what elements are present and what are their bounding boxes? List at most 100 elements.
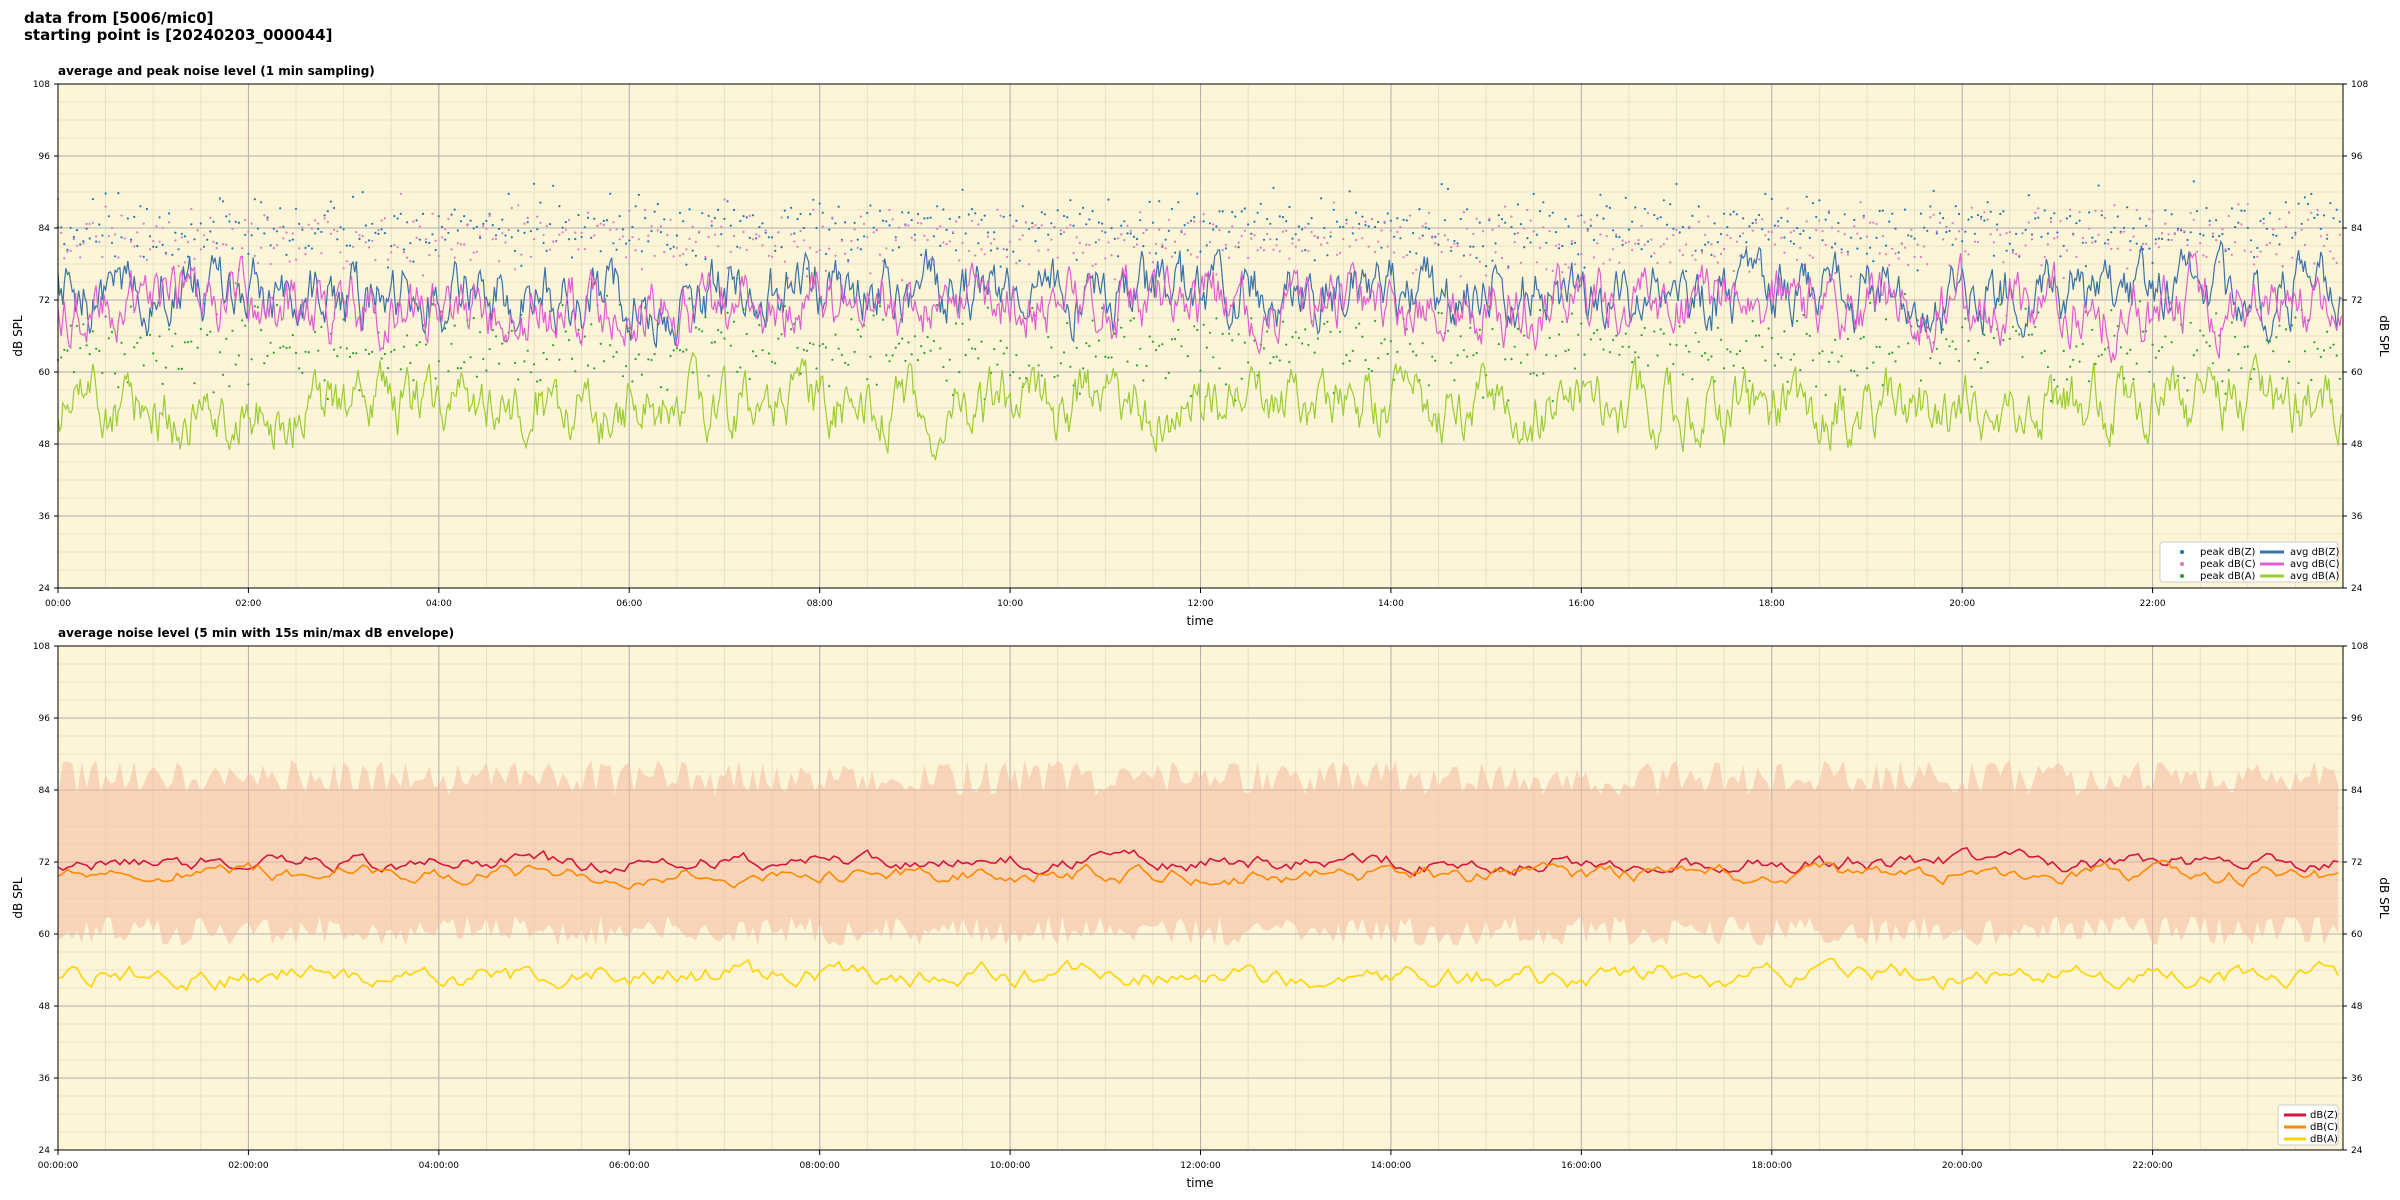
chart1-point-peak-db-z- [402,248,405,251]
chart1-point-peak-db-a- [2240,367,2243,370]
chart1-point-peak-db-a- [529,371,533,374]
chart1-point-peak-db-z- [507,192,510,195]
chart1-point-peak-db-a- [897,342,901,345]
chart1-point-peak-db-c- [529,255,533,258]
chart1-point-peak-db-c- [1513,241,1516,244]
chart1-point-peak-db-a- [1929,357,1932,360]
chart1-point-peak-db-z- [1792,242,1796,245]
chart1-point-peak-db-a- [1240,377,1243,380]
chart1-point-peak-db-c- [1221,249,1224,252]
chart1-point-peak-db-c- [1929,216,1932,219]
chart1-point-peak-db-c- [1580,253,1583,256]
chart1-point-peak-db-a- [1345,354,1348,357]
chart1-point-peak-db-a- [1301,342,1304,345]
chart1-point-peak-db-z- [215,242,218,245]
chart1-title: average and peak noise level (1 min samp… [58,64,375,78]
chart1-point-peak-db-z- [2024,228,2027,231]
chart2-ytick-label-right: 48 [2351,1002,2363,1012]
chart1-point-peak-db-c- [2088,227,2091,230]
chart1-point-peak-db-z- [221,200,225,203]
chart1-point-peak-db-z- [710,224,713,227]
chart1-point-peak-db-c- [66,250,69,253]
chart1-point-peak-db-c- [2300,228,2303,231]
chart1-point-peak-db-z- [1761,228,1764,231]
chart1-point-peak-db-c- [1339,251,1342,254]
chart1-point-peak-db-z- [2291,236,2294,239]
chart1-point-peak-db-c- [114,233,117,236]
chart1-point-peak-db-a- [275,303,279,307]
chart1-point-peak-db-c- [2218,260,2221,264]
chart1-point-peak-db-a- [117,386,120,389]
chart1-point-peak-db-c- [1846,253,1849,256]
chart1-point-peak-db-c- [2183,230,2186,233]
chart1-point-peak-db-c- [1139,211,1142,214]
chart1-point-peak-db-c- [1332,201,1335,204]
chart1-point-peak-db-c- [1218,229,1221,232]
chart1-point-peak-db-a- [225,337,228,340]
chart1-point-peak-db-z- [577,213,580,217]
chart1-point-peak-db-a- [2291,324,2294,327]
chart1-point-peak-db-z- [1634,206,1637,209]
chart1-point-peak-db-a- [2316,347,2319,350]
chart1-point-peak-db-a- [2110,309,2113,312]
chart1-point-peak-db-c- [364,241,367,244]
chart1-point-peak-db-a- [1938,362,1942,365]
chart1-point-peak-db-a- [168,328,171,331]
chart1-point-peak-db-c- [444,228,447,231]
chart1-point-peak-db-z- [805,267,809,270]
chart1-point-peak-db-c- [2287,211,2291,214]
chart1-point-peak-db-z- [479,236,482,239]
chart1-point-peak-db-c- [1662,243,1665,246]
chart1-point-peak-db-a- [774,362,777,365]
chart1-point-peak-db-a- [625,365,628,368]
chart1-point-peak-db-c- [1510,215,1513,218]
chart1-point-peak-db-z- [1205,244,1208,247]
chart1-point-peak-db-c- [320,252,323,255]
chart2-ytick-label-right: 84 [2351,786,2363,796]
chart1-point-peak-db-z- [526,221,529,224]
chart1-point-peak-db-c- [1040,224,1043,227]
chart1-point-peak-db-c- [450,248,453,251]
chart1-point-peak-db-z- [2027,194,2030,197]
header-line-source: data from [5006/mic0] [24,9,214,27]
chart1-point-peak-db-c- [301,226,304,229]
chart1-point-peak-db-a- [640,373,644,376]
chart1-point-peak-db-z- [2122,226,2126,229]
chart1-point-peak-db-z- [339,226,342,229]
chart1-point-peak-db-c- [513,268,517,271]
chart1-point-peak-db-a- [2335,354,2338,357]
chart1-point-peak-db-z- [2002,210,2005,213]
chart1-point-peak-db-a- [171,345,174,348]
chart1-point-peak-db-c- [352,245,355,248]
chart1-point-peak-db-z- [1377,220,1380,224]
chart1-point-peak-db-z- [177,248,180,251]
chart1-point-peak-db-z- [650,229,653,233]
chart1-point-peak-db-z- [2249,239,2253,242]
chart1-point-peak-db-c- [1396,230,1399,234]
chart1-point-peak-db-c- [2202,254,2205,257]
chart1-point-peak-db-a- [1773,364,1776,367]
chart1-point-peak-db-c- [2034,211,2037,214]
chart1-point-peak-db-z- [114,255,117,258]
chart1-point-peak-db-a- [1856,374,1859,377]
chart1-point-peak-db-z- [548,223,552,226]
chart1-point-peak-db-z- [1834,242,1837,245]
chart1-point-peak-db-c- [1167,218,1170,221]
chart1-point-peak-db-z- [891,249,894,252]
chart1-point-peak-db-c- [1805,220,1808,223]
chart1-point-peak-db-z- [993,231,996,234]
chart1-point-peak-db-a- [2034,325,2037,328]
chart1-point-peak-db-z- [1072,224,1075,227]
chart1-point-peak-db-a- [85,344,88,347]
chart1-point-peak-db-c- [1710,243,1713,246]
chart1-point-peak-db-z- [190,223,193,226]
chart1-point-peak-db-c- [136,231,139,234]
chart1-point-peak-db-z- [1028,227,1031,230]
chart1-point-peak-db-c- [1208,241,1212,244]
chart1-point-peak-db-c- [2243,249,2246,252]
chart1-point-peak-db-a- [1713,380,1716,383]
chart1-point-peak-db-c- [2015,252,2018,256]
chart1-point-peak-db-c- [390,251,393,254]
chart1-point-peak-db-a- [824,346,828,349]
chart1-point-peak-db-z- [888,224,891,227]
